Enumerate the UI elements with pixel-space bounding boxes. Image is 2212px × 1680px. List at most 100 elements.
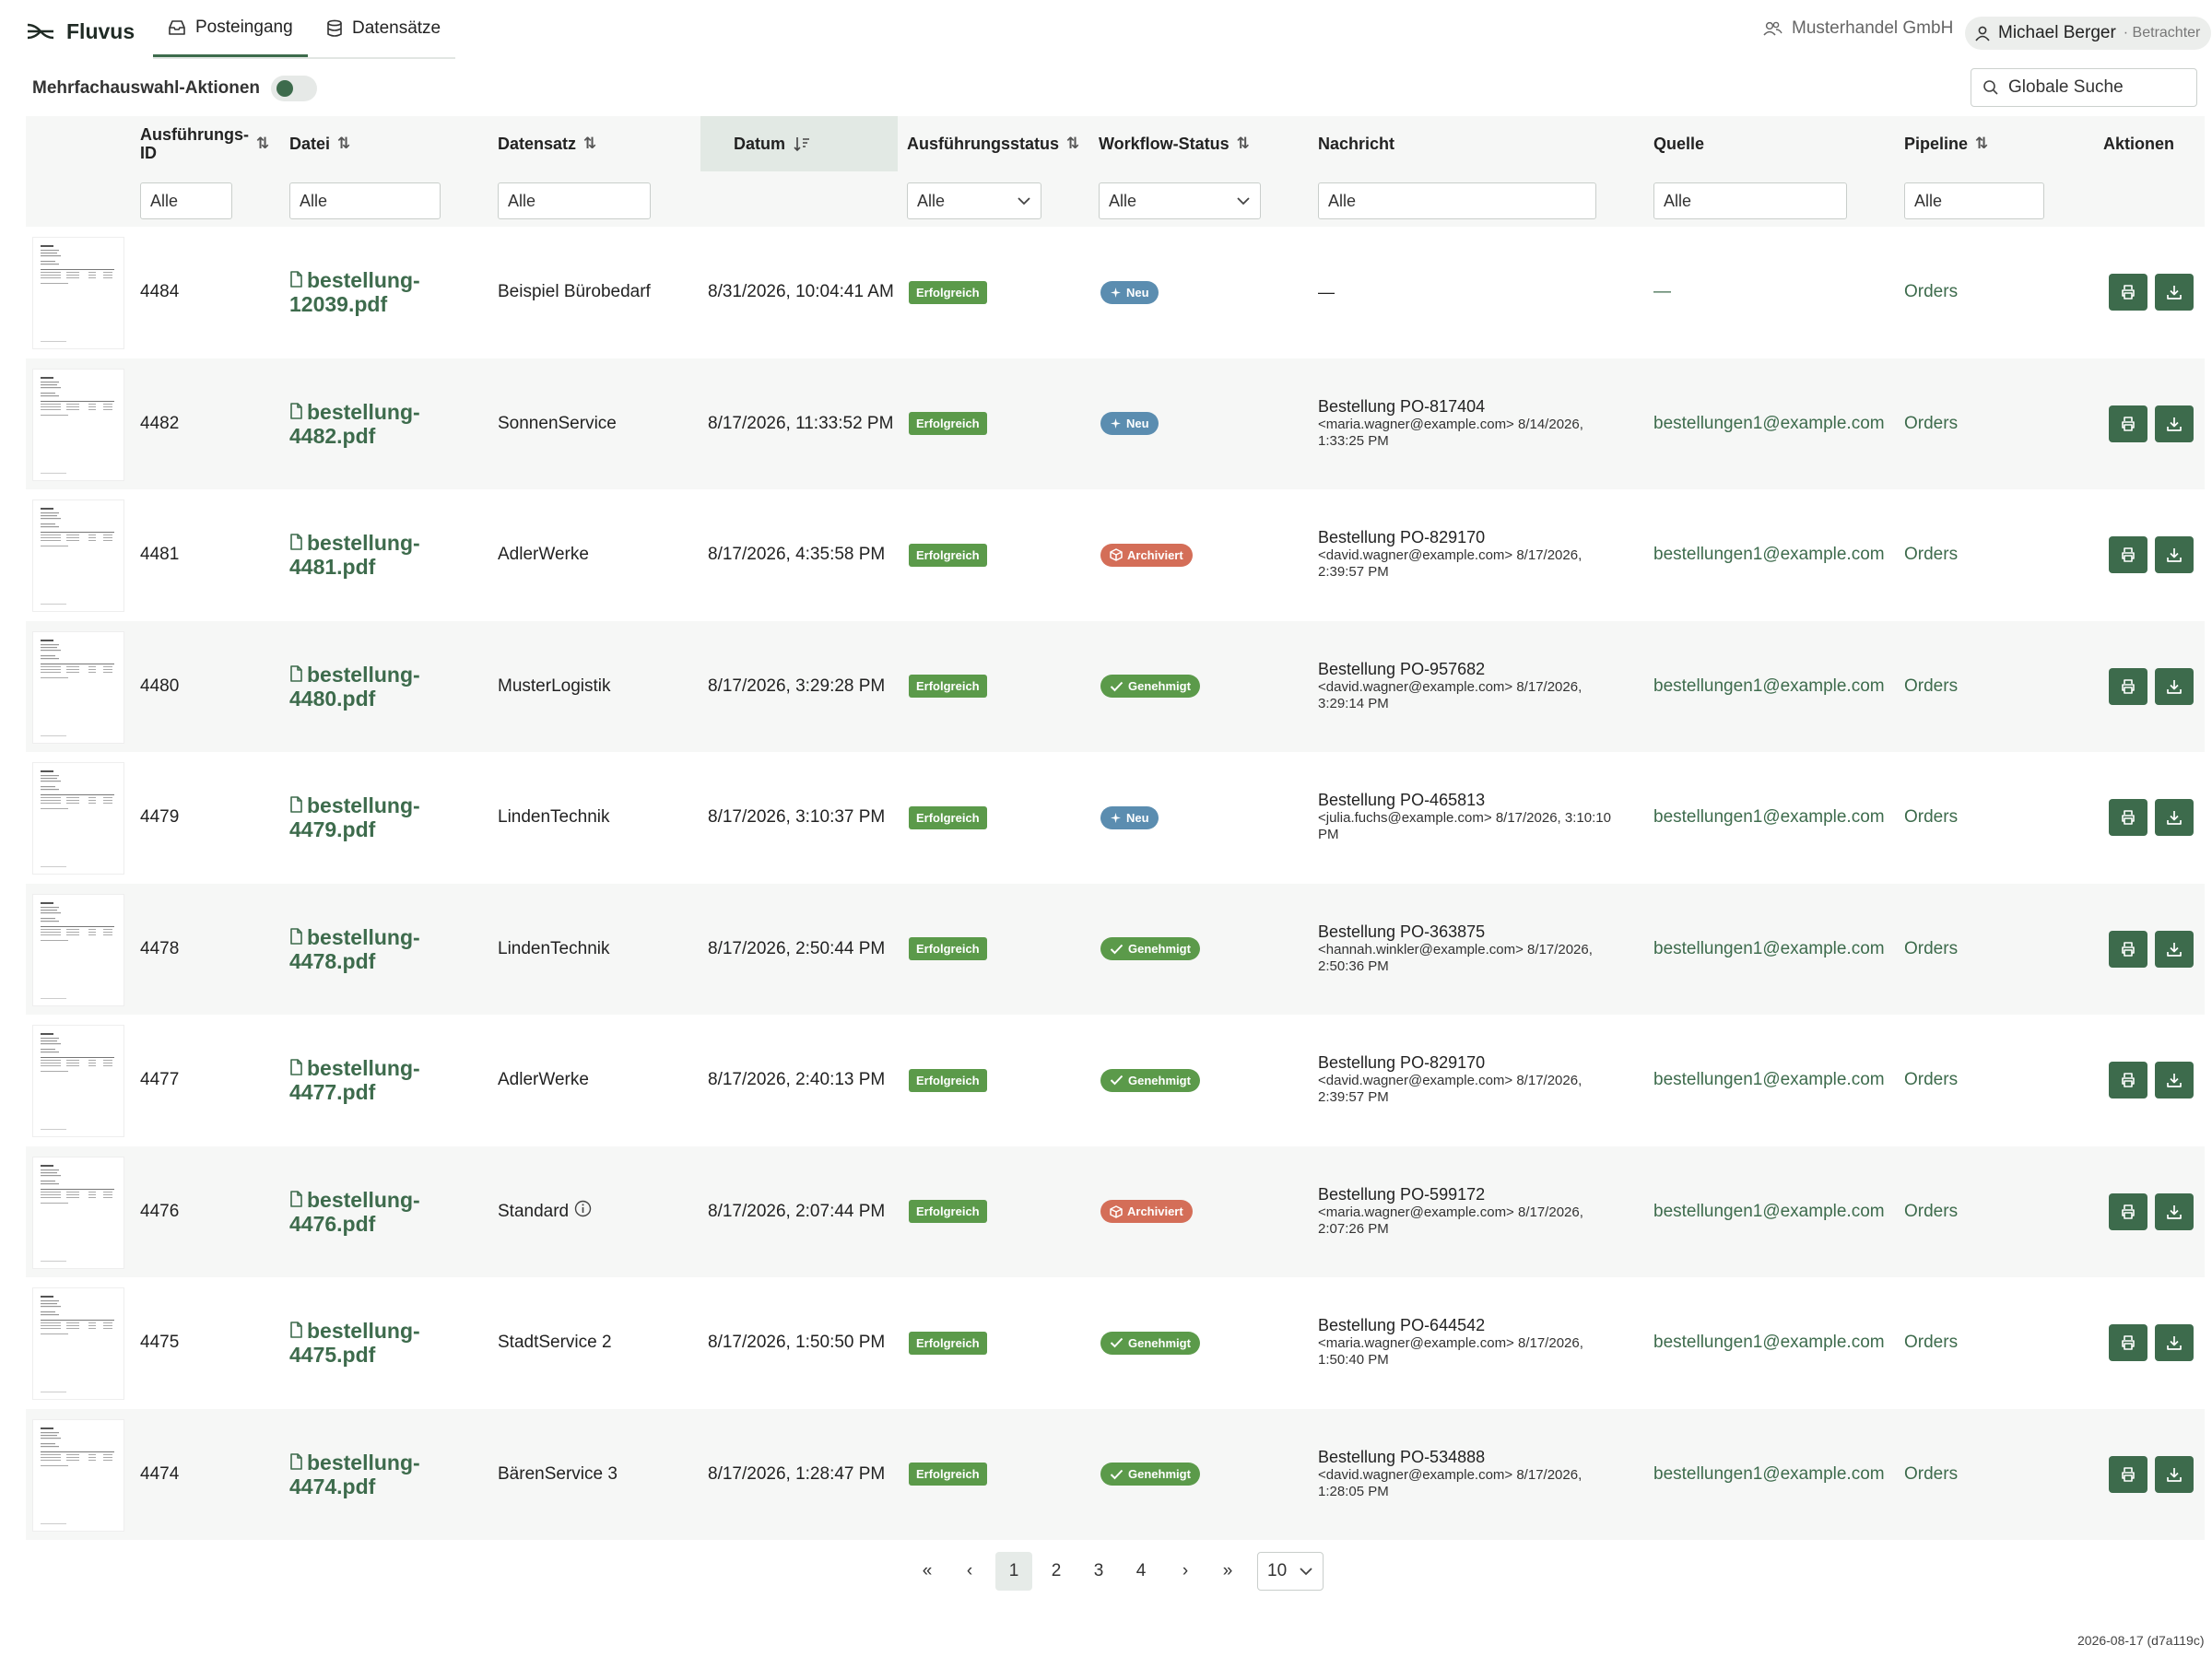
company-switcher[interactable]: Musterhandel GmbH bbox=[1762, 18, 1953, 39]
filter-pipeline-input[interactable]: Alle bbox=[1904, 182, 2044, 219]
download-button[interactable] bbox=[2155, 930, 2194, 968]
row-source[interactable]: bestellungen1@example.com bbox=[1653, 752, 1885, 883]
filter-source-input[interactable]: Alle bbox=[1653, 182, 1847, 219]
row-file-link[interactable]: bestellung- 4482.pdf bbox=[289, 358, 420, 489]
filter-message-input[interactable]: Alle bbox=[1318, 182, 1596, 219]
row-pipeline-link[interactable]: Orders bbox=[1904, 358, 1958, 489]
print-button[interactable] bbox=[2109, 405, 2147, 442]
tab-datensaetze[interactable]: Datensätze bbox=[312, 0, 455, 57]
filter-dataset-input[interactable]: Alle bbox=[498, 182, 651, 219]
last-page-button[interactable]: » bbox=[1222, 1561, 1233, 1580]
page-button[interactable]: 4 bbox=[1135, 1561, 1147, 1580]
row-pipeline-link[interactable]: Orders bbox=[1904, 621, 1958, 752]
page-size-select[interactable]: 10 bbox=[1257, 1552, 1324, 1591]
document-thumbnail[interactable] bbox=[33, 1288, 124, 1399]
page-button[interactable]: 3 bbox=[1093, 1561, 1104, 1580]
prev-page-button[interactable]: ‹ bbox=[966, 1561, 973, 1580]
print-button[interactable] bbox=[2109, 274, 2147, 311]
column-header-exec-status[interactable]: Ausführungsstatus ⇅ bbox=[907, 116, 1091, 171]
page-button[interactable]: 1 bbox=[995, 1552, 1032, 1591]
filter-wf-status-select[interactable]: Alle bbox=[1099, 182, 1261, 219]
row-file-link[interactable]: bestellung- 4481.pdf bbox=[289, 489, 420, 620]
download-button[interactable] bbox=[2155, 667, 2194, 705]
print-button[interactable] bbox=[2109, 1192, 2147, 1230]
row-file-link[interactable]: bestellung- 4476.pdf bbox=[289, 1146, 420, 1277]
document-thumbnail[interactable] bbox=[33, 1157, 124, 1268]
download-button[interactable] bbox=[2155, 1324, 2194, 1361]
table-row[interactable]: 4477 bestellung- 4477.pdf AdlerWerke 8/17… bbox=[26, 1015, 2205, 1145]
row-file-link[interactable]: bestellung- 4477.pdf bbox=[289, 1015, 420, 1145]
download-button[interactable] bbox=[2155, 405, 2194, 442]
print-button[interactable] bbox=[2109, 930, 2147, 968]
document-thumbnail[interactable] bbox=[33, 1419, 124, 1531]
sort-icon[interactable]: ⇅ bbox=[255, 135, 270, 152]
table-row[interactable]: 4484 bestellung- 12039.pdf Beispiel Bürob… bbox=[26, 227, 2205, 358]
table-row[interactable]: 4476 bestellung- 4476.pdf Standard 8/17/2… bbox=[26, 1145, 2205, 1277]
row-file-link[interactable]: bestellung- 12039.pdf bbox=[289, 227, 420, 358]
download-button[interactable] bbox=[2155, 1062, 2194, 1098]
row-source[interactable]: bestellungen1@example.com bbox=[1653, 1409, 1885, 1540]
row-pipeline-link[interactable]: Orders bbox=[1904, 227, 1958, 358]
table-row[interactable]: 4481 bestellung- 4481.pdf AdlerWerke 8/17… bbox=[26, 489, 2205, 620]
multi-select-toggle[interactable] bbox=[271, 76, 318, 101]
row-file-link[interactable]: bestellung- 4478.pdf bbox=[289, 884, 420, 1015]
row-pipeline-link[interactable]: Orders bbox=[1904, 752, 1958, 883]
print-button[interactable] bbox=[2109, 536, 2147, 573]
filter-id-input[interactable]: Alle bbox=[140, 182, 232, 219]
document-thumbnail[interactable] bbox=[33, 369, 124, 480]
row-pipeline-link[interactable]: Orders bbox=[1904, 1015, 1958, 1145]
tab-posteingang[interactable]: Posteingang bbox=[153, 0, 308, 57]
sort-icon[interactable]: ⇅ bbox=[1236, 135, 1250, 152]
row-pipeline-link[interactable]: Orders bbox=[1904, 1146, 1958, 1277]
row-pipeline-link[interactable]: Orders bbox=[1904, 1277, 1958, 1408]
download-button[interactable] bbox=[2155, 799, 2194, 836]
document-thumbnail[interactable] bbox=[33, 500, 124, 611]
row-source[interactable]: bestellungen1@example.com bbox=[1653, 884, 1885, 1015]
global-search[interactable]: Globale Suche bbox=[1971, 68, 2197, 107]
row-pipeline-link[interactable]: Orders bbox=[1904, 1409, 1958, 1540]
document-thumbnail[interactable] bbox=[33, 894, 124, 1005]
document-thumbnail[interactable] bbox=[33, 1026, 124, 1136]
download-button[interactable] bbox=[2155, 536, 2194, 573]
sort-desc-icon[interactable] bbox=[793, 135, 811, 152]
next-page-button[interactable]: › bbox=[1182, 1561, 1189, 1580]
table-row[interactable]: 4480 bestellung- 4480.pdf MusterLogistik … bbox=[26, 620, 2205, 752]
row-source[interactable]: bestellungen1@example.com bbox=[1653, 489, 1885, 620]
table-row[interactable]: 4474 bestellung- 4474.pdf BärenService 3 … bbox=[26, 1408, 2205, 1540]
row-source[interactable]: bestellungen1@example.com bbox=[1653, 1277, 1885, 1408]
sort-icon[interactable]: ⇅ bbox=[583, 135, 597, 152]
table-row[interactable]: 4475 bestellung- 4475.pdf StadtService 2 … bbox=[26, 1277, 2205, 1408]
sort-icon[interactable]: ⇅ bbox=[1975, 135, 1989, 152]
column-header-file[interactable]: Datei ⇅ bbox=[289, 116, 474, 171]
table-row[interactable]: 4479 bestellung- 4479.pdf LindenTechnik 8… bbox=[26, 752, 2205, 883]
document-thumbnail[interactable] bbox=[33, 763, 124, 874]
user-menu[interactable]: Michael Berger · Betrachter bbox=[1965, 17, 2212, 50]
print-button[interactable] bbox=[2109, 667, 2147, 705]
row-file-link[interactable]: bestellung- 4480.pdf bbox=[289, 621, 420, 752]
column-header-pipeline[interactable]: Pipeline ⇅ bbox=[1904, 116, 2033, 171]
print-button[interactable] bbox=[2109, 799, 2147, 836]
row-source[interactable]: bestellungen1@example.com bbox=[1653, 358, 1885, 489]
row-file-link[interactable]: bestellung- 4479.pdf bbox=[289, 752, 420, 883]
document-thumbnail[interactable] bbox=[33, 631, 124, 743]
page-button[interactable]: 2 bbox=[1051, 1561, 1062, 1580]
app-logo[interactable]: Fluvus bbox=[26, 17, 135, 46]
document-thumbnail[interactable] bbox=[33, 238, 124, 348]
filter-file-input[interactable]: Alle bbox=[289, 182, 441, 219]
row-source[interactable]: bestellungen1@example.com bbox=[1653, 1015, 1885, 1145]
first-page-button[interactable]: « bbox=[922, 1561, 933, 1580]
sort-icon[interactable]: ⇅ bbox=[1066, 135, 1080, 152]
print-button[interactable] bbox=[2109, 1455, 2147, 1493]
row-file-link[interactable]: bestellung- 4474.pdf bbox=[289, 1409, 420, 1540]
column-header-wf-status[interactable]: Workflow-Status ⇅ bbox=[1099, 116, 1283, 171]
row-pipeline-link[interactable]: Orders bbox=[1904, 489, 1958, 620]
download-button[interactable] bbox=[2155, 1192, 2194, 1230]
row-file-link[interactable]: bestellung- 4475.pdf bbox=[289, 1277, 420, 1408]
column-header-dataset[interactable]: Datensatz ⇅ bbox=[498, 116, 682, 171]
row-source[interactable]: bestellungen1@example.com bbox=[1653, 621, 1885, 752]
column-header-id[interactable]: Ausführungs- ID ⇅ bbox=[140, 116, 278, 171]
print-button[interactable] bbox=[2109, 1062, 2147, 1098]
row-pipeline-link[interactable]: Orders bbox=[1904, 884, 1958, 1015]
table-row[interactable]: 4478 bestellung- 4478.pdf LindenTechnik 8… bbox=[26, 883, 2205, 1015]
row-source[interactable]: — bbox=[1653, 227, 1671, 358]
